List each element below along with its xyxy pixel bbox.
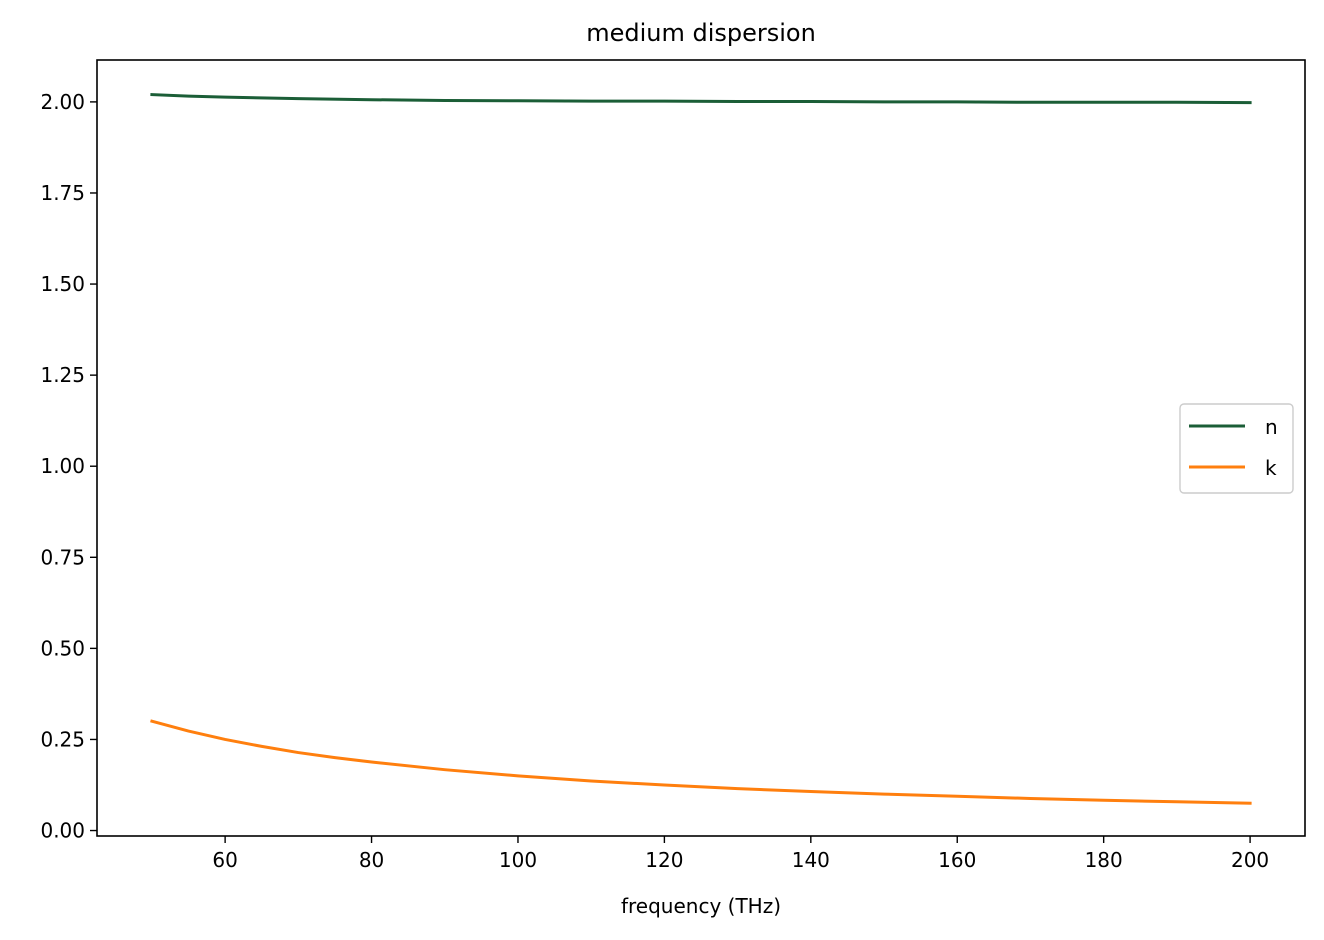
x-tick-label: 200 [1231, 848, 1269, 872]
y-tick-label: 1.75 [40, 181, 85, 205]
y-tick-label: 1.25 [40, 363, 85, 387]
series-line-k [150, 719, 1252, 805]
y-tick-label: 2.00 [40, 90, 85, 114]
legend-label-k: k [1265, 456, 1277, 480]
y-tick-label: 1.50 [40, 272, 85, 296]
axes-frame [96, 59, 1306, 837]
y-tick-label: 0.00 [40, 819, 85, 843]
x-tick-label: 80 [359, 848, 384, 872]
x-tick-label: 140 [792, 848, 830, 872]
legend-label-n: n [1265, 415, 1278, 439]
x-tick-label: 60 [212, 848, 237, 872]
y-tick-label: 0.25 [40, 727, 85, 751]
x-tick-label: 160 [938, 848, 976, 872]
plot-area [150, 93, 1252, 805]
x-tick-label: 120 [645, 848, 683, 872]
series-line-n [150, 93, 1252, 105]
chart-title: medium dispersion [586, 19, 816, 47]
x-tick-label: 180 [1085, 848, 1123, 872]
x-axis: 60 80 100 120 140 160 180 200 [212, 836, 1269, 872]
x-tick-label: 100 [499, 848, 537, 872]
y-axis: 0.00 0.25 0.50 0.75 1.00 1.25 1.50 1.75 2.00 [40, 90, 97, 843]
legend: nk [1179, 403, 1294, 494]
x-axis-label: frequency (THz) [621, 894, 781, 918]
y-tick-label: 0.50 [40, 636, 85, 660]
y-tick-label: 0.75 [40, 545, 85, 569]
y-tick-label: 1.00 [40, 454, 85, 478]
